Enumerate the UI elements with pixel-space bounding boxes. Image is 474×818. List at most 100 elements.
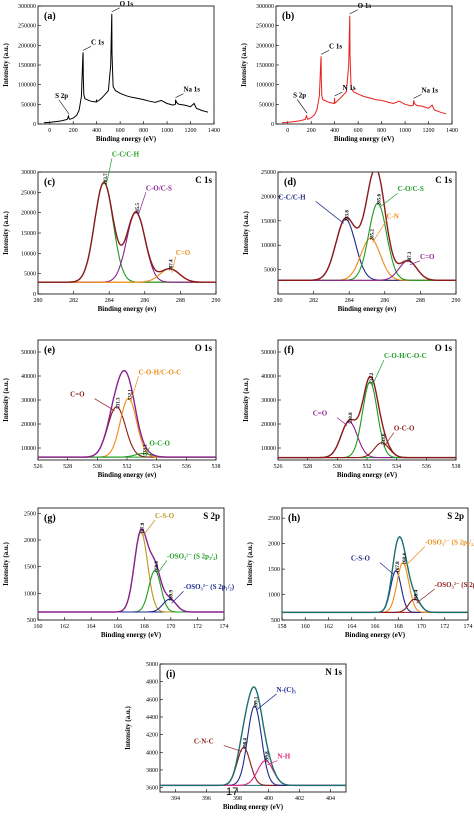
envelope-fit-curve xyxy=(278,375,456,459)
y-tick-label: 0 xyxy=(33,292,36,298)
x-tick-label: 1000 xyxy=(399,128,411,134)
component-label: -OSO₃²⁻ (S 2p₃/₂) xyxy=(167,552,218,560)
x-tick-label: 1200 xyxy=(423,128,435,134)
x-tick-label: 534 xyxy=(392,464,401,470)
y-axis-label: Intensity (a.u.) xyxy=(2,42,10,86)
component-arrow xyxy=(94,398,115,412)
x-axis-label: Binding energy (ev) xyxy=(98,471,157,479)
x-tick-label: 400 xyxy=(92,128,101,134)
component-label: O-C-O xyxy=(149,440,170,448)
element-peak-label: N 1s xyxy=(343,84,356,92)
x-tick-label: 398 xyxy=(233,796,242,802)
peak-energy-label: 287.4 xyxy=(170,259,175,271)
envelope-fit-curve xyxy=(38,528,224,613)
y-tick-label: 200000 xyxy=(18,43,36,49)
component-peak-curve xyxy=(160,746,346,786)
x-tick-label: 528 xyxy=(303,464,312,470)
panel-title: O 1s xyxy=(195,343,213,353)
x-tick-label: 526 xyxy=(274,464,283,470)
envelope-fit-curve xyxy=(38,181,216,283)
component-peak-curve xyxy=(38,211,216,283)
panel-i: 394 396 398 400 402 404 3600 3800 4000 4200 4400 46… xyxy=(124,662,347,811)
y-tick-label: 15000 xyxy=(21,231,36,237)
peak-energy-label: 169.9 xyxy=(170,589,175,601)
panel-title: C 1s xyxy=(435,175,452,185)
panel-label: (f) xyxy=(284,345,294,356)
component-label: C=O xyxy=(176,249,191,257)
peak-energy-label: 283.7 xyxy=(104,173,109,185)
component-peak-curve xyxy=(278,381,456,459)
component-arrow xyxy=(383,432,395,447)
peak-energy-label: 399.8 xyxy=(265,751,270,763)
x-tick-label: 534 xyxy=(152,464,161,470)
panel-label: (c) xyxy=(44,177,55,188)
x-tick-label: 394 xyxy=(171,796,180,802)
annotation-arrow xyxy=(82,46,92,51)
annotation-arrow xyxy=(175,93,184,98)
x-axis-label: Binding energy (eV) xyxy=(96,135,157,143)
x-tick-label: 164 xyxy=(347,624,356,630)
x-tick-label: 168 xyxy=(140,624,149,630)
x-tick-label: 404 xyxy=(326,796,335,802)
y-tick-label: 10000 xyxy=(21,251,36,257)
component-arrow xyxy=(130,376,139,403)
x-tick-label: 168 xyxy=(394,624,403,630)
x-tick-label: 166 xyxy=(371,624,380,630)
x-tick-label: 286 xyxy=(380,298,389,304)
component-arrow xyxy=(371,359,385,387)
y-tick-label: 300000 xyxy=(18,4,36,10)
peak-energy-label: 285.2 xyxy=(371,229,376,241)
component-arrow xyxy=(223,745,242,752)
x-tick-label: 536 xyxy=(422,464,431,470)
y-axis-label: Intensity (a.u.) xyxy=(242,210,250,254)
annotation-arrow xyxy=(58,99,70,115)
x-tick-label: 532 xyxy=(123,464,132,470)
x-tick-label: 284 xyxy=(105,298,114,304)
panel-h: 158 160 162 164 166 168 170 172 174 500 1000 1500 20… xyxy=(246,507,474,639)
x-axis-label: Binding energy (eV) xyxy=(334,135,395,143)
x-tick-label: 200 xyxy=(307,128,316,134)
panel-d: 280 282 284 286 288 290 5000 10000 15000 20000 250… xyxy=(242,170,461,313)
x-tick-label: 600 xyxy=(354,128,363,134)
x-tick-label: 400 xyxy=(330,128,339,134)
component-arrow xyxy=(315,201,344,224)
component-label: C-C/C-H xyxy=(112,151,140,159)
y-tick-label: 4000 xyxy=(146,750,158,756)
element-peak-label: O 1s xyxy=(120,0,134,8)
x-tick-label: 288 xyxy=(176,298,185,304)
panel-c: 280 282 284 286 288 290 0 5000 10000 15000 20000 25… xyxy=(2,151,221,313)
y-tick-label: 20000 xyxy=(21,211,36,217)
component-peak-curve xyxy=(278,218,456,281)
element-peak-label: Na 1s xyxy=(184,86,201,94)
component-arrow xyxy=(404,546,426,567)
y-tick-label: 15000 xyxy=(261,219,276,225)
y-tick-label: 25000 xyxy=(261,170,276,176)
panel-title: C 1s xyxy=(195,175,212,185)
panel-title: N 1s xyxy=(325,667,342,677)
x-tick-label: 1000 xyxy=(161,128,173,134)
panel-title: S 2p xyxy=(203,511,220,521)
peak-energy-label: 532.2 xyxy=(370,372,375,384)
component-arrow xyxy=(144,447,150,458)
y-tick-label: 5000 xyxy=(146,662,158,668)
y-tick-label: 1000 xyxy=(268,593,280,599)
annotation-arrow xyxy=(111,7,120,13)
component-peak-curve xyxy=(282,598,468,613)
x-tick-label: 174 xyxy=(220,624,229,630)
component-peak-curve xyxy=(278,202,456,281)
x-tick-label: 170 xyxy=(166,624,175,630)
y-tick-label: 2000 xyxy=(24,538,36,544)
peak-energy-label: 169.4 xyxy=(415,589,420,601)
peak-energy-label: 167.9 xyxy=(141,522,146,534)
survey-spectrum-line xyxy=(43,13,209,124)
envelope-fit-curve xyxy=(282,535,468,614)
panel-label: (g) xyxy=(44,513,56,524)
x-tick-label: 160 xyxy=(301,624,310,630)
y-tick-label: 50000 xyxy=(259,102,274,108)
panel-label: (d) xyxy=(284,177,296,188)
envelope-fit-curve xyxy=(38,369,216,458)
component-label: N-H xyxy=(277,753,290,761)
y-tick-label: 40000 xyxy=(261,374,276,380)
peak-energy-label: 533.1 xyxy=(143,444,148,456)
x-tick-label: 284 xyxy=(345,298,354,304)
